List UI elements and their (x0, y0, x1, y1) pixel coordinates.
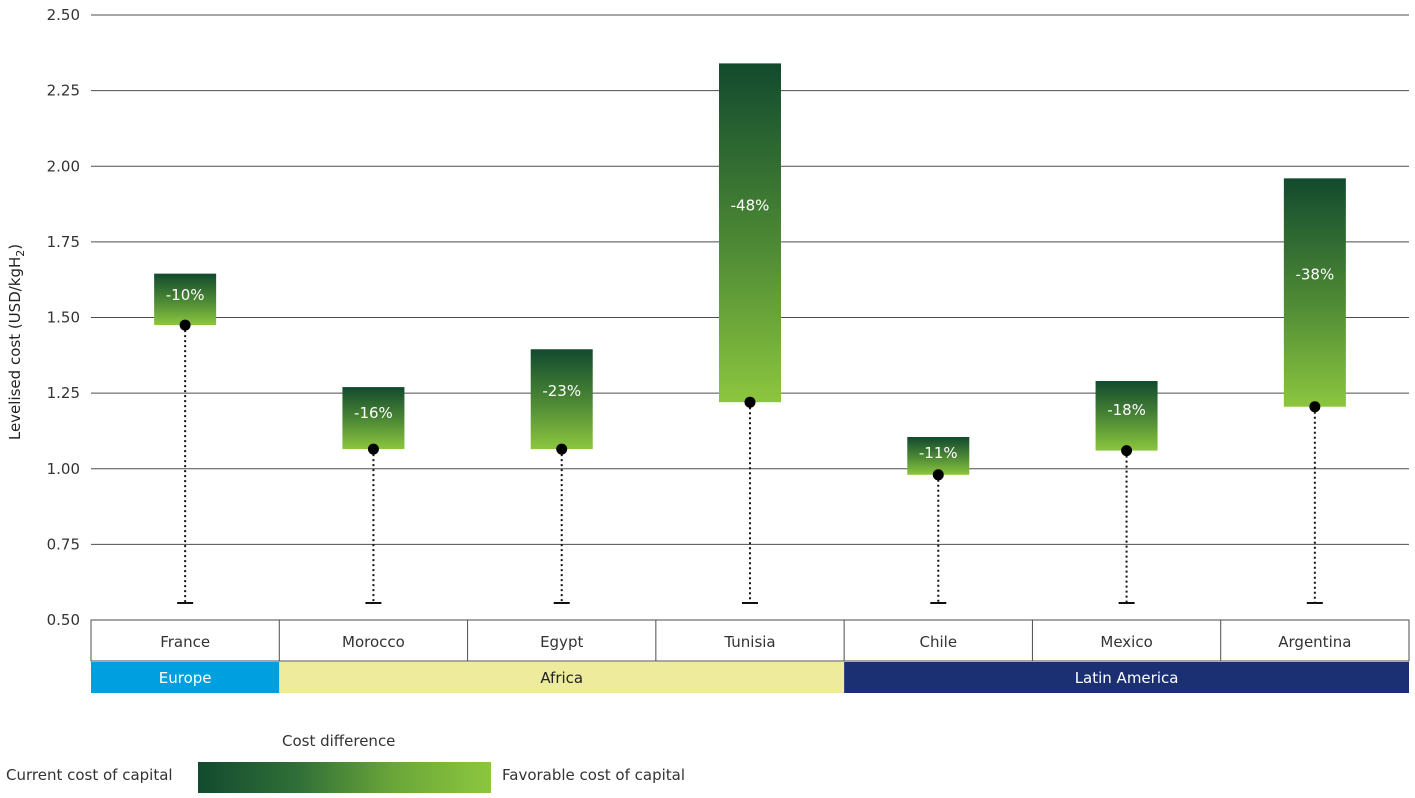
region-europe (91, 662, 280, 693)
marker-argentina (1309, 401, 1321, 413)
bar-label-morocco: -16% (354, 404, 393, 422)
bar-label-argentina: -38% (1295, 265, 1334, 283)
category-label-egypt: Egypt (540, 633, 583, 651)
region-africa (279, 662, 845, 693)
stems (177, 325, 1323, 604)
marker-tunisia (744, 396, 756, 408)
y-tick-label: 0.50 (47, 611, 80, 629)
category-label-tunisia: Tunisia (723, 633, 775, 651)
y-tick-label: 1.25 (47, 384, 80, 402)
category-label-morocco: Morocco (342, 633, 405, 651)
y-tick-label: 2.50 (47, 6, 80, 24)
bar-argentina (1283, 178, 1346, 407)
category-box (90, 619, 1410, 662)
region-label-africa: Africa (540, 669, 583, 687)
bars (154, 63, 1346, 475)
bar-morocco (342, 387, 405, 450)
bar-label-egypt: -23% (542, 382, 581, 400)
category-label-argentina: Argentina (1278, 633, 1351, 651)
y-axis-title: Levelised cost (USD/kgH2) (6, 244, 27, 440)
y-axis-ticks: 0.50 0.75 1.00 1.25 1.50 1.75 2.00 2.25 2.50 (47, 6, 80, 629)
y-tick-label: 1.50 (47, 309, 80, 327)
bar-mexico (1095, 381, 1158, 451)
y-tick-label: 1.75 (47, 233, 80, 251)
y-tick-label: 2.25 (47, 82, 80, 100)
bar-labels: -10% -16% -23% -48% -11% -18% -38% (166, 197, 1334, 462)
legend-gradient-bar (198, 762, 491, 793)
y-tick-label: 2.00 (47, 157, 80, 175)
bar-egypt (530, 349, 593, 450)
bar-label-france: -10% (166, 286, 205, 304)
category-label-chile: Chile (920, 633, 958, 651)
bar-chile (907, 436, 970, 475)
marker-morocco (367, 443, 379, 455)
legend-current-label: Current cost of capital (6, 766, 173, 784)
y-tick-label: 1.00 (47, 460, 80, 478)
marker-chile (932, 469, 944, 481)
region-label-latin-america: Latin America (1075, 669, 1179, 687)
category-label-france: France (160, 633, 210, 651)
bar-france (154, 273, 217, 326)
legend-favorable-label: Favorable cost of capital (502, 766, 686, 784)
marker-france (179, 319, 191, 331)
marker-mexico (1121, 445, 1133, 457)
y-tick-label: 0.75 (47, 535, 80, 553)
legend-title: Cost difference (282, 732, 396, 750)
region-band: Europe Africa Latin America (91, 662, 1409, 693)
favorable-markers (179, 319, 1321, 481)
marker-egypt (556, 443, 568, 455)
category-label-mexico: Mexico (1100, 633, 1152, 651)
bar-label-tunisia: -48% (731, 197, 770, 215)
category-axis: France Morocco Egypt Tunisia Chile Mexico Arge… (90, 619, 1410, 662)
bar-tunisia (719, 63, 781, 403)
region-label-europe: Europe (159, 669, 212, 687)
bar-label-chile: -11% (919, 444, 958, 462)
region-latin-america (844, 662, 1409, 693)
bar-label-mexico: -18% (1107, 401, 1146, 419)
